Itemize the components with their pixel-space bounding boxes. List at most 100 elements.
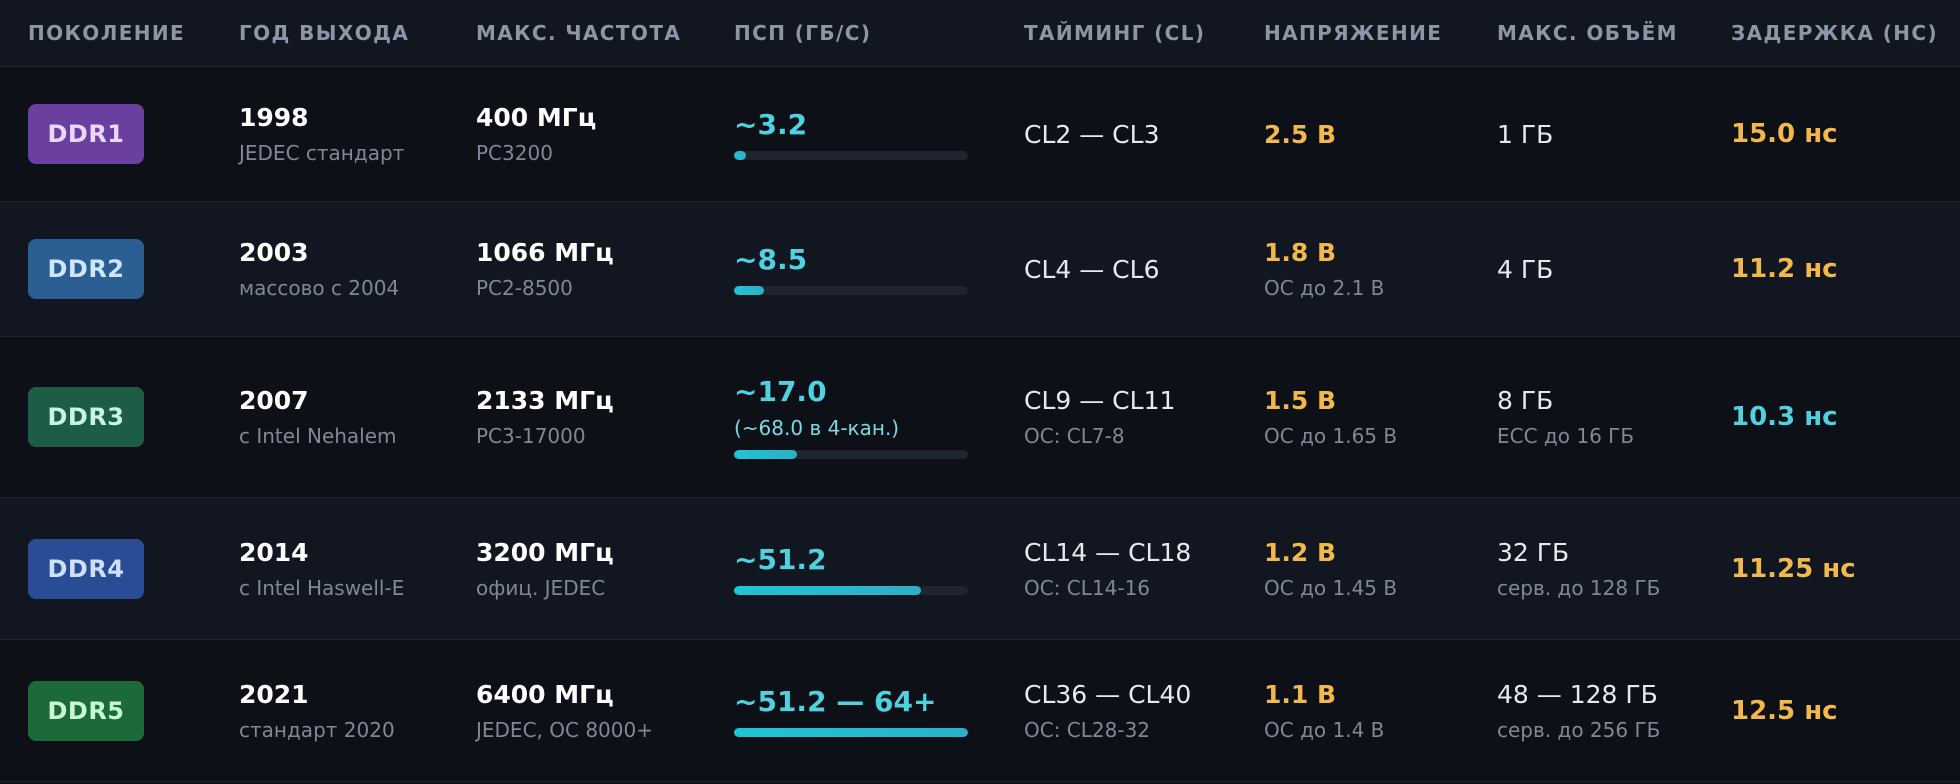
voltage-oc-note: OC до 1.45 В [1264,575,1398,600]
max-frequency: 6400 МГц [476,679,614,709]
latency-cell: 15.0 нс [1731,119,1960,149]
table-row: DDR4 2014 с Intel Haswell-E 3200 МГц офиц. J… [0,498,1960,640]
bandwidth-bar-fill [734,151,746,160]
year-cell: 2021 стандарт 2020 [239,680,476,742]
bandwidth-note: (~68.0 в 4-кан.) [734,416,900,440]
generation-badge[interactable]: DDR4 [28,538,144,599]
generation-badge[interactable]: DDR2 [28,239,144,299]
header-voltage[interactable]: НАПРЯЖЕНИЕ [1264,21,1443,45]
release-note: с Intel Haswell-E [239,575,405,600]
bandwidth-value: ~51.2 [734,542,827,576]
latency-value: 11.2 нс [1731,254,1838,284]
bandwidth-bar-fill [734,450,798,459]
bandwidth-bar [734,727,968,737]
bandwidth-bar-fill [734,727,968,737]
module-name: офиц. JEDEC [476,575,606,600]
generation-cell: DDR5 [28,680,239,741]
module-name: PC2-8500 [476,276,573,300]
max-frequency: 2133 МГц [476,386,614,415]
generation-badge[interactable]: DDR5 [28,680,144,741]
table-row: DDR1 1998 JEDEC стандарт 400 МГц PC3200 ~3.2 C… [0,67,1960,202]
release-note: с Intel Nehalem [239,424,397,448]
timing-range: CL36 — CL40 [1024,679,1192,709]
year-cell: 2007 с Intel Nehalem [239,386,476,448]
generation-cell: DDR3 [28,387,239,447]
latency-value: 10.3 нс [1731,402,1838,432]
header-generation[interactable]: ПОКОЛЕНИЕ [28,21,186,45]
timing-cell: CL14 — CL18 OC: CL14-16 [1024,538,1264,600]
voltage-value: 1.2 В [1264,537,1337,567]
capacity-cell: 32 ГБ серв. до 128 ГБ [1497,538,1731,600]
latency-cell: 10.3 нс [1731,402,1960,432]
max-frequency: 400 МГц [476,103,597,132]
timing-cell: CL4 — CL6 [1024,255,1264,284]
max-frequency: 3200 МГц [476,537,614,567]
voltage-cell: 1.8 В OC до 2.1 В [1264,238,1497,300]
voltage-cell: 1.5 В OC до 1.65 В [1264,386,1497,448]
year-cell: 1998 JEDEC стандарт [239,103,476,165]
latency-cell: 11.2 нс [1731,254,1960,284]
voltage-oc-note: OC до 2.1 В [1264,276,1385,300]
voltage-value: 1.8 В [1264,238,1337,267]
header-capacity[interactable]: МАКС. ОБЪЁМ [1497,21,1678,45]
capacity-value: 48 — 128 ГБ [1497,679,1658,709]
release-note: массово с 2004 [239,276,400,300]
bandwidth-bar [734,585,968,595]
bandwidth-value: ~3.2 [734,108,808,141]
generation-badge[interactable]: DDR1 [28,104,144,164]
bandwidth-value: ~51.2 — 64+ [734,684,937,718]
voltage-oc-note: OC до 1.4 В [1264,717,1385,742]
release-year: 2007 [239,386,309,415]
release-year: 2014 [239,537,309,567]
frequency-cell: 3200 МГц офиц. JEDEC [476,538,734,600]
generation-badge[interactable]: DDR3 [28,387,144,447]
capacity-note: ECC до 16 ГБ [1497,424,1635,448]
header-bandwidth[interactable]: ПСП (ГБ/С) [734,21,872,45]
frequency-cell: 2133 МГц PC3-17000 [476,386,734,448]
voltage-value: 2.5 В [1264,119,1337,149]
bandwidth-bar-fill [734,585,922,595]
timing-range: CL14 — CL18 [1024,537,1192,567]
voltage-value: 1.1 В [1264,679,1337,709]
module-name: PC3200 [476,141,553,165]
header-year[interactable]: ГОД ВЫХОДА [239,21,410,45]
voltage-cell: 1.1 В OC до 1.4 В [1264,680,1497,742]
capacity-value: 8 ГБ [1497,386,1554,415]
bandwidth-cell: ~17.0 (~68.0 в 4-кан.) [734,375,1024,459]
capacity-note: серв. до 256 ГБ [1497,717,1661,742]
timing-cell: CL2 — CL3 [1024,120,1264,149]
capacity-cell: 4 ГБ [1497,255,1731,284]
year-cell: 2014 с Intel Haswell-E [239,538,476,600]
timing-oc-note: OC: CL28-32 [1024,717,1151,742]
capacity-value: 1 ГБ [1497,119,1554,149]
header-frequency[interactable]: МАКС. ЧАСТОТА [476,21,682,45]
bandwidth-bar [734,151,968,160]
release-year: 1998 [239,103,309,132]
bandwidth-value: ~17.0 [734,375,827,408]
voltage-cell: 1.2 В OC до 1.45 В [1264,538,1497,600]
capacity-cell: 48 — 128 ГБ серв. до 256 ГБ [1497,680,1731,742]
release-note: JEDEC стандарт [239,141,405,165]
release-year: 2021 [239,679,309,709]
bandwidth-cell: ~51.2 — 64+ [734,685,1024,737]
bandwidth-bar [734,450,968,459]
bandwidth-bar [734,286,968,295]
latency-value: 15.0 нс [1731,119,1838,149]
timing-cell: CL9 — CL11 OC: CL7-8 [1024,386,1264,448]
latency-value: 12.5 нс [1731,695,1838,726]
bandwidth-cell: ~8.5 [734,243,1024,295]
header-timing[interactable]: ТАЙМИНГ (CL) [1024,21,1206,45]
module-name: JEDEC, OC 8000+ [476,717,653,742]
table-row: DDR2 2003 массово с 2004 1066 МГц PC2-8500 ~8… [0,202,1960,337]
generation-cell: DDR1 [28,104,239,164]
capacity-cell: 8 ГБ ECC до 16 ГБ [1497,386,1731,448]
voltage-cell: 2.5 В [1264,120,1497,149]
capacity-value: 32 ГБ [1497,537,1570,567]
bandwidth-cell: ~3.2 [734,108,1024,160]
header-latency[interactable]: ЗАДЕРЖКА (НС) [1731,21,1938,45]
latency-cell: 12.5 нс [1731,696,1960,726]
voltage-value: 1.5 В [1264,386,1337,415]
voltage-oc-note: OC до 1.65 В [1264,424,1398,448]
generation-cell: DDR2 [28,239,239,299]
